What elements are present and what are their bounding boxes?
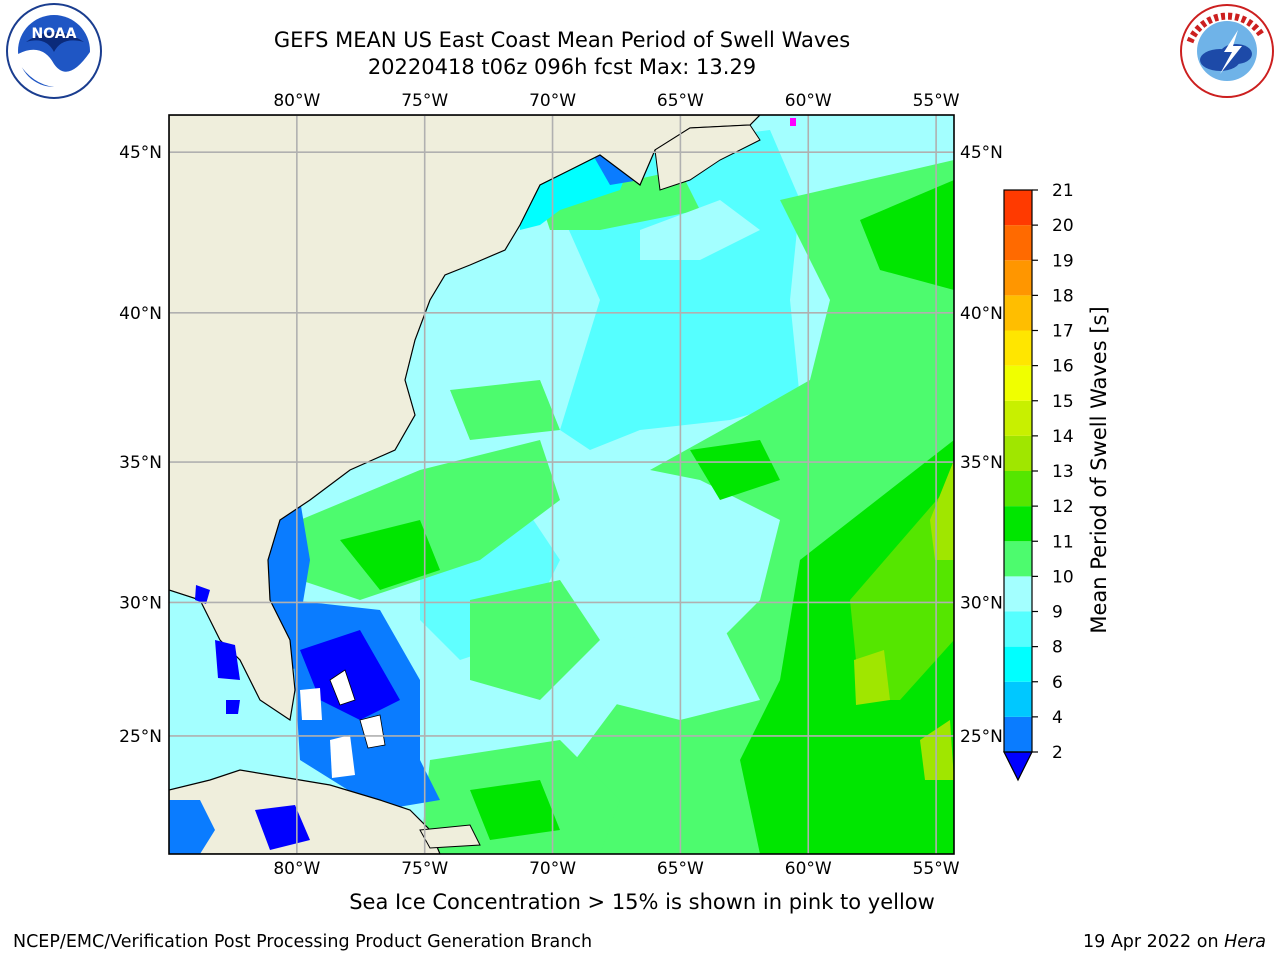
colorbar-segment — [1004, 435, 1032, 471]
footer-host: Hera — [1224, 932, 1266, 952]
colorbar: 2 4 6 8 9 10 11 12 13 14 15 16 17 18 19 20 21 — [1003, 181, 1074, 782]
latitude-label: 35°N — [960, 453, 1003, 473]
latitude-label: 40°N — [119, 304, 162, 324]
colorbar-segment — [1004, 400, 1032, 436]
colorbar-tick-label: 4 — [1052, 708, 1063, 728]
colorbar-tick-label: 18 — [1052, 286, 1074, 306]
colorbar-segment — [1004, 295, 1032, 331]
map-frame — [168, 114, 955, 855]
colorbar-tick-label: 20 — [1052, 216, 1074, 236]
footer-date: 19 Apr 2022 on Hera — [1083, 932, 1266, 952]
colorbar-segment — [1004, 611, 1032, 647]
latitude-labels-right: 45°N 40°N 35°N 30°N 25°N — [960, 143, 1003, 747]
colorbar-tick-label: 19 — [1052, 251, 1074, 271]
colorbar-tick-label: 6 — [1052, 673, 1063, 693]
colorbar-segment — [1004, 471, 1032, 507]
footer-branch: NCEP/EMC/Verification Post Processing Pr… — [13, 932, 593, 952]
colorbar-segment — [1004, 681, 1032, 717]
longitude-label: 70°W — [529, 91, 576, 111]
longitude-labels-top: 80°W 75°W 70°W 65°W 60°W 55°W — [273, 91, 959, 111]
latitude-label: 25°N — [119, 727, 162, 747]
colorbar-segment — [1004, 260, 1032, 296]
colorbar-tick-label: 17 — [1052, 322, 1074, 342]
colorbar-segment — [1004, 716, 1032, 752]
colorbar-segment — [1004, 576, 1032, 612]
colorbar-tick-label: 14 — [1052, 427, 1074, 447]
colorbar-segment — [1004, 190, 1032, 226]
longitude-labels-bottom: 80°W 75°W 70°W 65°W 60°W 55°W — [273, 859, 959, 879]
longitude-label: 60°W — [785, 91, 832, 111]
swell-period-field — [169, 115, 954, 854]
colorbar-label: Mean Period of Swell Waves [s] — [1087, 306, 1111, 633]
graticule — [169, 115, 954, 854]
colorbar-tick-label: 11 — [1052, 532, 1074, 552]
colorbar-segment — [1004, 330, 1032, 366]
colorbar-tick-label: 9 — [1052, 603, 1063, 623]
latitude-label: 40°N — [960, 304, 1003, 324]
latitude-label: 35°N — [119, 453, 162, 473]
longitude-label: 75°W — [401, 91, 448, 111]
latitude-labels-left: 45°N 40°N 35°N 30°N 25°N — [119, 143, 162, 747]
longitude-label: 75°W — [401, 859, 448, 879]
longitude-label: 65°W — [657, 91, 704, 111]
colorbar-under-arrow — [1003, 751, 1033, 782]
longitude-label: 55°W — [913, 91, 960, 111]
longitude-label: 60°W — [785, 859, 832, 879]
colorbar-tick-label: 12 — [1052, 497, 1074, 517]
longitude-label: 70°W — [529, 859, 576, 879]
colorbar-tick-label: 21 — [1052, 181, 1074, 201]
latitude-label: 45°N — [119, 143, 162, 163]
footer-date-text: 19 Apr 2022 on — [1082, 932, 1219, 952]
colorbar-segment — [1004, 646, 1032, 682]
colorbar-tick-label: 13 — [1052, 462, 1074, 482]
colorbar-tick-label: 15 — [1052, 392, 1074, 412]
colorbar-segment — [1004, 506, 1032, 542]
longitude-label: 80°W — [273, 859, 320, 879]
latitude-label: 45°N — [960, 143, 1003, 163]
colorbar-tick-label: 10 — [1052, 567, 1074, 587]
svg-text:NOAA: NOAA — [32, 26, 77, 42]
nws-logo-icon — [1180, 4, 1274, 98]
latitude-label: 30°N — [119, 593, 162, 613]
chart-title: GEFS MEAN US East Coast Mean Period of S… — [273, 28, 851, 52]
colorbar-tick-label: 2 — [1052, 743, 1063, 763]
noaa-logo-icon: NOAA — [6, 3, 102, 99]
colorbar-segment — [1004, 541, 1032, 577]
colorbar-segment — [1004, 225, 1032, 261]
sea-ice-note: Sea Ice Concentration > 15% is shown in … — [349, 890, 935, 914]
colorbar-tick-label: 16 — [1052, 357, 1074, 377]
longitude-label: 55°W — [913, 859, 960, 879]
latitude-label: 30°N — [960, 593, 1003, 613]
colorbar-segment — [1004, 365, 1032, 401]
chart-subtitle: 20220418 t06z 096h fcst Max: 13.29 — [367, 55, 757, 79]
latitude-label: 25°N — [960, 727, 1003, 747]
longitude-label: 65°W — [657, 859, 704, 879]
longitude-label: 80°W — [273, 91, 320, 111]
colorbar-tick-label: 8 — [1052, 638, 1063, 658]
